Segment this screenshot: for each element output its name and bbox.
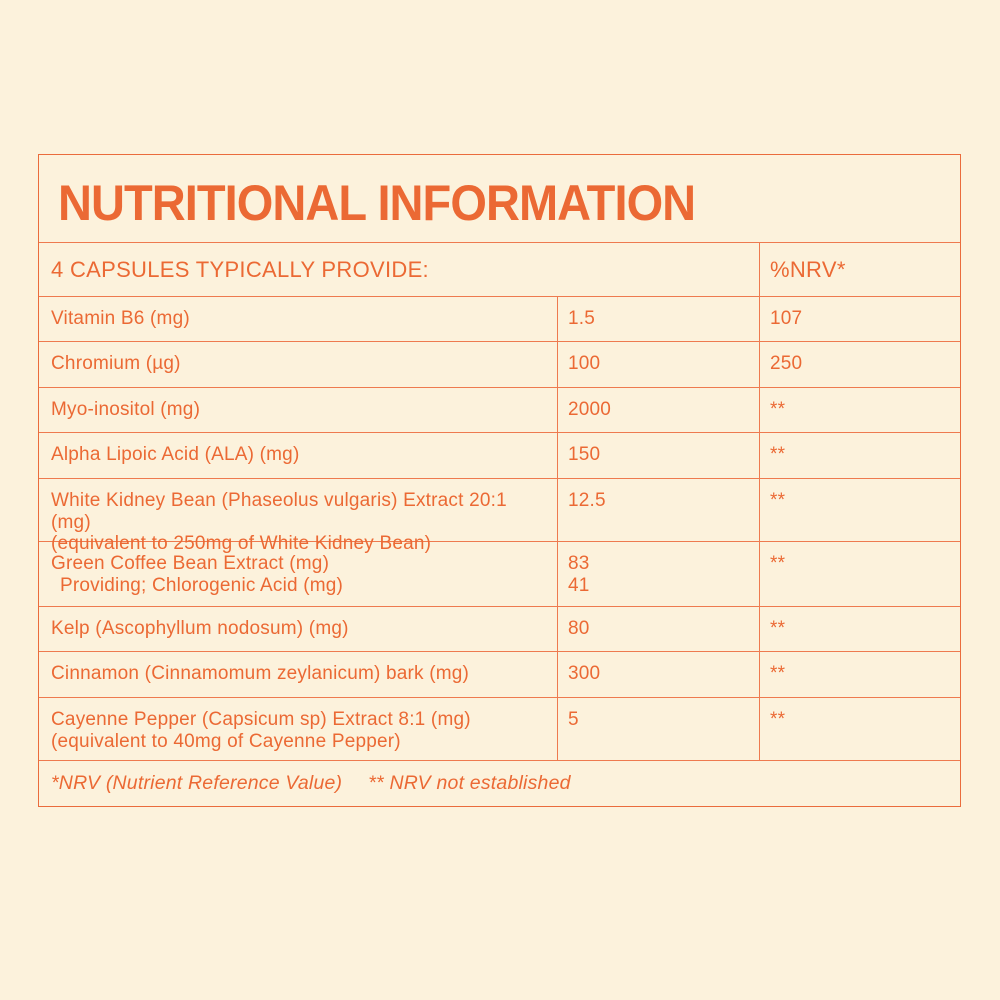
- nutrient-amount: 300: [568, 663, 601, 684]
- nutrient-amount: 83: [568, 553, 590, 574]
- nutrient-amount: 5: [568, 709, 579, 730]
- table-row: White Kidney Bean (Phaseolus vulgaris) E…: [39, 479, 960, 555]
- nutrient-amount-cell: 300: [558, 652, 760, 697]
- nutrient-name-detail: (equivalent to 250mg of White Kidney Bea…: [51, 533, 432, 554]
- nutrient-amount-cell: 1.5: [558, 297, 760, 341]
- nutrient-amount-cell: 12.5: [558, 479, 760, 555]
- table-row: Cayenne Pepper (Capsicum sp) Extract 8:1…: [39, 698, 960, 761]
- table-header-row: 4 CAPSULES TYPICALLY PROVIDE: %NRV*: [39, 243, 960, 297]
- table-row: Cinnamon (Cinnamomum zeylanicum) bark (m…: [39, 652, 960, 698]
- nutrient-amount-cell: 150: [558, 433, 760, 478]
- nutrient-amount: 100: [568, 353, 601, 374]
- nutrient-nrv-cell: **: [770, 709, 786, 730]
- column-header-nrv: %NRV*: [770, 256, 846, 282]
- nutrient-amount-cell: 100: [558, 342, 760, 387]
- page-title: NUTRITIONAL INFORMATION: [58, 174, 696, 231]
- nutrient-name-detail: Providing; Chlorogenic Acid (mg): [60, 574, 344, 596]
- nutrient-amount: 2000: [568, 399, 612, 420]
- nutrient-name-cell: Vitamin B6 (mg): [39, 297, 558, 341]
- nutrient-name-cell: Cayenne Pepper (Capsicum sp) Extract 8:1…: [39, 698, 558, 760]
- panel-title-row: NUTRITIONAL INFORMATION: [39, 155, 960, 243]
- table-row: Vitamin B6 (mg) 1.5 107: [39, 297, 960, 342]
- nutrient-nrv-cell: **: [770, 618, 786, 639]
- table-row: Alpha Lipoic Acid (ALA) (mg) 150 **: [39, 433, 960, 479]
- table-row: Myo-inositol (mg) 2000 **: [39, 388, 960, 433]
- nutrient-amount-cell: 80: [558, 607, 760, 651]
- nutrient-name: Cayenne Pepper (Capsicum sp) Extract 8:1…: [51, 709, 471, 730]
- nutrient-amount: 1.5: [568, 308, 596, 329]
- nutrient-name-cell: Myo-inositol (mg): [39, 388, 558, 432]
- nutrient-amount-cell: 2000: [558, 388, 760, 432]
- nutrient-name-cell: Chromium (µg): [39, 342, 558, 387]
- nutrient-nrv-cell: 107: [770, 308, 803, 329]
- table-row: Kelp (Ascophyllum nodosum) (mg) 80 **: [39, 607, 960, 652]
- nutrient-amount: 150: [568, 444, 601, 465]
- nutrient-name-cell: Green Coffee Bean Extract (mg) Providing…: [39, 542, 558, 606]
- nutrient-name: Chromium (µg): [51, 353, 181, 374]
- nutrient-name: Myo-inositol (mg): [51, 399, 201, 420]
- table-row: Green Coffee Bean Extract (mg) Providing…: [39, 542, 960, 607]
- nutrient-nrv-cell: **: [770, 490, 786, 511]
- nutrient-amount: 80: [568, 618, 590, 639]
- nutrient-amount: 12.5: [568, 490, 606, 511]
- column-header-provides: 4 CAPSULES TYPICALLY PROVIDE:: [39, 243, 760, 296]
- nutrient-name: Kelp (Ascophyllum nodosum) (mg): [51, 618, 349, 639]
- nutrient-name: Vitamin B6 (mg): [51, 308, 190, 329]
- nutrient-nrv-cell: 250: [770, 353, 803, 374]
- nutritional-information-panel: NUTRITIONAL INFORMATION 4 CAPSULES TYPIC…: [38, 154, 961, 807]
- table-row: Chromium (µg) 100 250: [39, 342, 960, 388]
- nutrient-nrv-cell: **: [770, 444, 786, 465]
- nutrient-amount-detail: 41: [568, 574, 590, 596]
- nutrient-amount-cell: 5: [558, 698, 760, 760]
- nutrient-name-detail: (equivalent to 40mg of Cayenne Pepper): [51, 730, 401, 752]
- nutrient-name-cell: Cinnamon (Cinnamomum zeylanicum) bark (m…: [39, 652, 558, 697]
- footnote-nrv-not-established: ** NRV not established: [368, 772, 571, 794]
- footnote-row: *NRV (Nutrient Reference Value) ** NRV n…: [39, 761, 960, 806]
- footnote-nrv-definition: *NRV (Nutrient Reference Value): [51, 772, 343, 794]
- nutrient-name-cell: Kelp (Ascophyllum nodosum) (mg): [39, 607, 558, 651]
- nutrient-name: Green Coffee Bean Extract (mg): [51, 553, 330, 574]
- nutrient-name: Alpha Lipoic Acid (ALA) (mg): [51, 444, 300, 465]
- nutrient-name: White Kidney Bean (Phaseolus vulgaris) E…: [51, 490, 507, 533]
- nutrient-name-cell: White Kidney Bean (Phaseolus vulgaris) E…: [39, 479, 558, 555]
- nutrient-nrv-cell: **: [770, 553, 786, 574]
- nutrient-name: Cinnamon (Cinnamomum zeylanicum) bark (m…: [51, 663, 470, 684]
- nutrient-nrv-cell: **: [770, 663, 786, 684]
- nutrient-name-cell: Alpha Lipoic Acid (ALA) (mg): [39, 433, 558, 478]
- nutrient-nrv-cell: **: [770, 399, 786, 420]
- nutrient-amount-cell: 83 41: [558, 542, 760, 606]
